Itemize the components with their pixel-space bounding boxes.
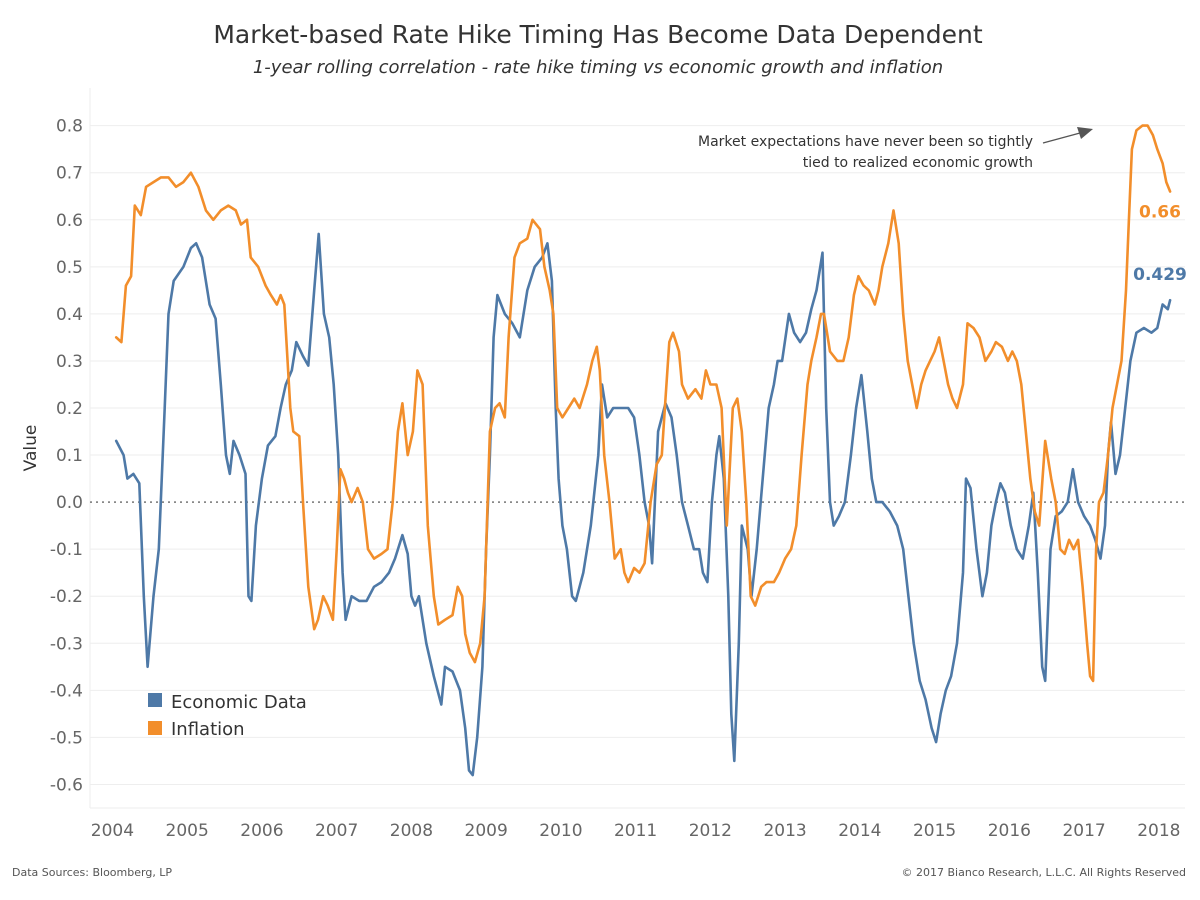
- x-tick-label: 2004: [91, 821, 134, 841]
- y-tick-label: -0.5: [50, 728, 83, 748]
- series-line-inflation: [114, 124, 1172, 683]
- footer-copyright: © 2017 Bianco Research, L.L.C. All Right…: [902, 866, 1186, 879]
- footer-source: Data Sources: Bloomberg, LP: [12, 866, 172, 879]
- x-tick-label: 2014: [838, 821, 881, 841]
- legend-swatch-inflation: [148, 721, 162, 735]
- y-axis-title: Value: [21, 425, 41, 472]
- chart-title: Market-based Rate Hike Timing Has Become…: [213, 20, 983, 49]
- x-tick-label: 2018: [1137, 821, 1180, 841]
- gridlines: [89, 88, 1185, 809]
- x-tick-label: 2005: [166, 821, 209, 841]
- y-tick-label: 0.3: [56, 352, 83, 372]
- annotation: Market expectations have never been so t…: [698, 127, 1093, 171]
- annotation-line-2: tied to realized economic growth: [803, 155, 1033, 171]
- y-tick-label: 0.2: [56, 399, 83, 419]
- annotation-arrow-shaft: [1042, 132, 1081, 144]
- y-tick-label: 0.1: [56, 446, 83, 466]
- legend-label-economic-data: Economic Data: [171, 692, 307, 713]
- y-axis: 0.8 0.7 0.6 0.5 0.4 0.3 0.2 0.1 0.0 -0.1 -0.2 -0.3 -…: [50, 117, 83, 796]
- y-tick-label: -0.4: [50, 681, 83, 701]
- x-axis: 2004 2005 2006 2007 2008 2009 2010 2011 2012 2013…: [91, 821, 1181, 841]
- legend-swatch-economic-data: [148, 693, 162, 707]
- end-label-economic-data: 0.429: [1133, 265, 1187, 285]
- x-tick-label: 2013: [763, 821, 806, 841]
- x-tick-label: 2010: [539, 821, 582, 841]
- x-tick-label: 2009: [465, 821, 508, 841]
- y-tick-label: -0.1: [50, 540, 83, 560]
- y-tick-label: 0.5: [56, 258, 83, 278]
- y-tick-label: 0.4: [56, 305, 83, 325]
- x-tick-label: 2011: [614, 821, 657, 841]
- legend: Economic Data Inflation: [148, 692, 307, 740]
- annotation-arrow-head: [1077, 127, 1093, 139]
- x-tick-label: 2012: [689, 821, 732, 841]
- y-tick-label: 0.0: [56, 493, 83, 513]
- y-tick-label: -0.6: [50, 775, 83, 795]
- chart-subtitle: 1-year rolling correlation - rate hike t…: [253, 57, 943, 78]
- end-label-inflation: 0.66: [1139, 203, 1181, 223]
- y-tick-label: -0.2: [50, 587, 83, 607]
- x-tick-label: 2017: [1062, 821, 1105, 841]
- y-tick-label: -0.3: [50, 634, 83, 654]
- y-tick-label: 0.8: [56, 117, 83, 137]
- y-tick-label: 0.6: [56, 211, 83, 231]
- series-layer: [114, 124, 1172, 777]
- legend-label-inflation: Inflation: [171, 719, 245, 740]
- x-tick-label: 2007: [315, 821, 358, 841]
- x-tick-label: 2006: [240, 821, 283, 841]
- x-tick-label: 2008: [390, 821, 433, 841]
- annotation-line-1: Market expectations have never been so t…: [698, 134, 1033, 150]
- x-tick-label: 2016: [988, 821, 1031, 841]
- x-tick-label: 2015: [913, 821, 956, 841]
- y-tick-label: 0.7: [56, 164, 83, 184]
